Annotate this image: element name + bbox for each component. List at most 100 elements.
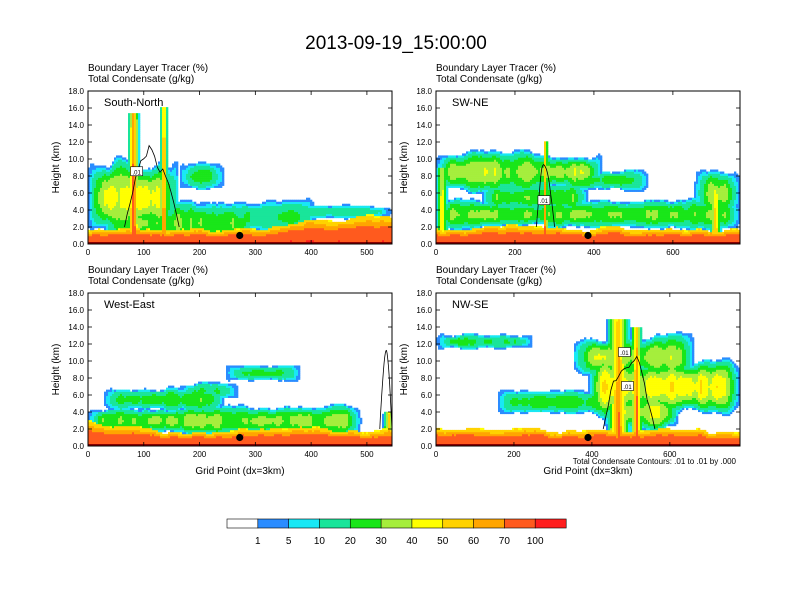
tracer-cell bbox=[164, 231, 167, 235]
tracer-cell bbox=[340, 239, 343, 243]
tracer-cell bbox=[152, 191, 155, 194]
tracer-cell bbox=[174, 227, 177, 231]
tracer-cell bbox=[108, 181, 111, 184]
tracer-cell bbox=[110, 203, 113, 207]
tracer-cell bbox=[282, 223, 285, 227]
tracer-cell bbox=[166, 203, 169, 207]
tracer-cell bbox=[218, 227, 221, 231]
tracer-cell bbox=[444, 203, 447, 207]
tracer-cell bbox=[188, 209, 191, 213]
tracer-cell bbox=[366, 219, 369, 223]
tracer-cell bbox=[148, 175, 151, 178]
tracer-cell bbox=[192, 213, 195, 217]
tracer-cell bbox=[312, 231, 315, 235]
tracer-cell bbox=[256, 211, 259, 215]
tracer-cell bbox=[202, 201, 205, 205]
tracer-cell bbox=[216, 185, 219, 188]
tracer-cell bbox=[190, 235, 193, 239]
tracer-cell bbox=[228, 221, 231, 225]
tracer-cell bbox=[308, 233, 311, 237]
tracer-cell bbox=[210, 215, 213, 219]
tracer-cell bbox=[436, 175, 439, 178]
tracer-cell bbox=[204, 237, 207, 241]
tracer-cell bbox=[322, 223, 325, 227]
tracer-cell bbox=[312, 211, 315, 215]
tracer-cell bbox=[376, 223, 379, 227]
tracer-cell bbox=[100, 193, 103, 196]
tracer-cell bbox=[366, 233, 369, 237]
tracer-cell bbox=[152, 167, 155, 170]
tracer-cell bbox=[194, 223, 197, 227]
tracer-cell bbox=[176, 169, 179, 172]
tracer-cell bbox=[130, 115, 133, 118]
tracer-cell bbox=[162, 237, 165, 241]
tracer-cell bbox=[368, 221, 371, 225]
tracer-cell bbox=[154, 221, 157, 225]
tracer-cell bbox=[148, 207, 151, 211]
tracer-cell bbox=[110, 205, 113, 209]
tracer-cell bbox=[238, 217, 241, 221]
tracer-cell bbox=[140, 235, 143, 239]
tracer-cell bbox=[386, 227, 389, 231]
tracer-cell bbox=[288, 231, 291, 235]
tracer-cell bbox=[142, 225, 145, 229]
tracer-cell bbox=[140, 229, 143, 233]
tracer-cell bbox=[370, 215, 373, 219]
tracer-cell bbox=[238, 223, 241, 227]
tracer-cell bbox=[450, 177, 453, 180]
tracer-cell bbox=[148, 223, 151, 227]
tracer-cell bbox=[110, 185, 113, 188]
tracer-cell bbox=[158, 233, 161, 237]
tracer-cell bbox=[284, 221, 287, 225]
tracer-cell bbox=[98, 181, 101, 184]
tracer-cell bbox=[284, 235, 287, 239]
tracer-cell bbox=[324, 223, 327, 227]
tracer-cell bbox=[268, 231, 271, 235]
tracer-cell bbox=[136, 237, 139, 241]
tracer-cell bbox=[136, 205, 139, 209]
tracer-cell bbox=[440, 219, 443, 223]
tracer-cell bbox=[456, 197, 459, 201]
tracer-cell bbox=[438, 213, 441, 217]
tracer-cell bbox=[194, 213, 197, 217]
tracer-cell bbox=[90, 183, 93, 186]
tracer-cell bbox=[196, 173, 199, 176]
tracer-cell bbox=[146, 175, 149, 178]
tracer-cell bbox=[136, 139, 139, 142]
tracer-cell bbox=[454, 225, 457, 229]
tracer-cell bbox=[108, 175, 111, 178]
tracer-cell bbox=[170, 195, 173, 198]
tracer-cell bbox=[248, 207, 251, 211]
tracer-cell bbox=[166, 211, 169, 215]
tracer-cell bbox=[226, 219, 229, 223]
tracer-cell bbox=[102, 175, 105, 178]
tracer-cell bbox=[102, 231, 105, 235]
tracer-cell bbox=[146, 173, 149, 176]
tracer-cell bbox=[268, 237, 271, 241]
tracer-cell bbox=[220, 201, 223, 205]
tracer-cell bbox=[158, 235, 161, 239]
tracer-cell bbox=[204, 167, 207, 170]
tracer-cell bbox=[194, 183, 197, 186]
tracer-cell bbox=[206, 183, 209, 186]
tracer-cell bbox=[438, 237, 441, 241]
tracer-cell bbox=[160, 209, 163, 213]
tracer-cell bbox=[340, 233, 343, 237]
tracer-cell bbox=[320, 227, 323, 231]
tracer-cell bbox=[386, 211, 389, 215]
tracer-cell bbox=[160, 159, 163, 162]
tracer-cell bbox=[444, 167, 447, 170]
tracer-cell bbox=[250, 235, 253, 239]
tracer-cell bbox=[196, 235, 199, 239]
tracer-cell bbox=[122, 199, 125, 203]
tracer-cell bbox=[158, 179, 161, 182]
tracer-cell bbox=[190, 215, 193, 219]
tracer-cell bbox=[118, 161, 121, 164]
tracer-cell bbox=[380, 227, 383, 231]
tracer-cell bbox=[232, 235, 235, 239]
tracer-cell bbox=[250, 215, 253, 219]
tracer-cell bbox=[196, 213, 199, 217]
tracer-cell bbox=[152, 213, 155, 217]
tracer-cell bbox=[368, 215, 371, 219]
tracer-cell bbox=[178, 219, 181, 223]
